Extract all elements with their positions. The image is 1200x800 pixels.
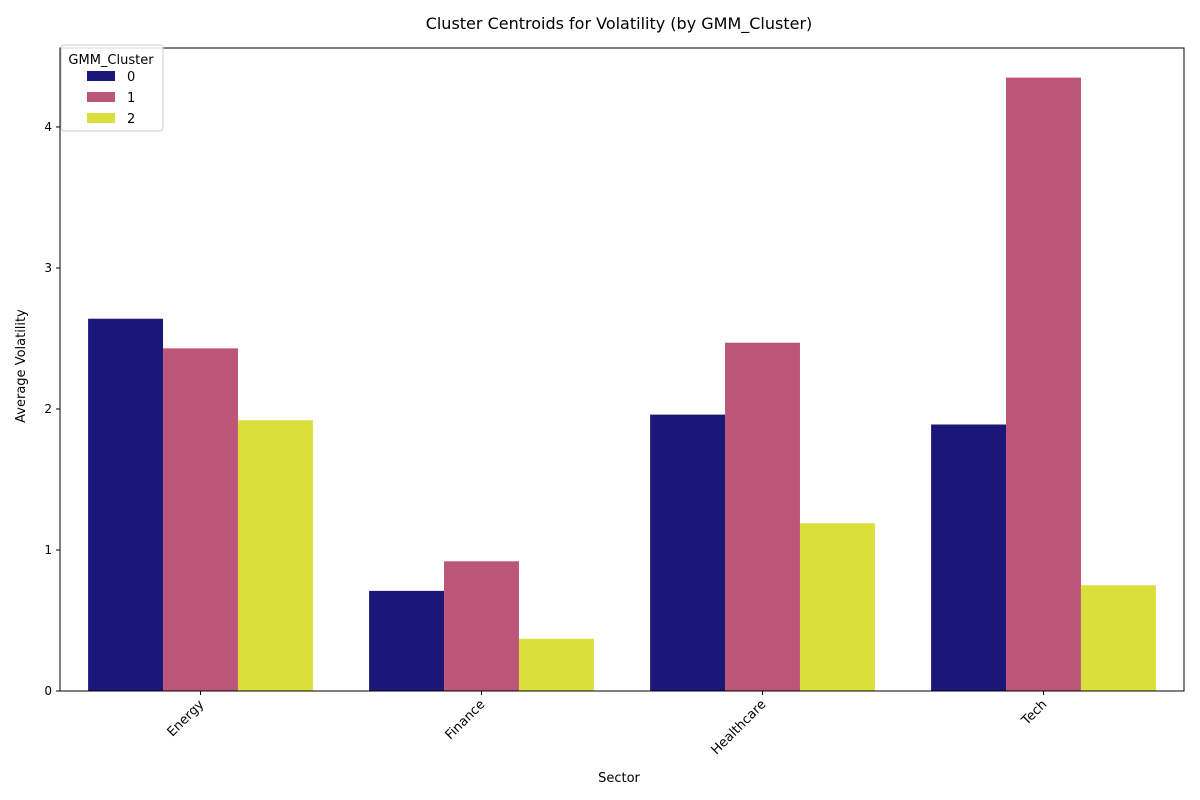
bar-cluster-2-tech xyxy=(1080,585,1156,691)
y-tick-label: 0 xyxy=(44,684,52,698)
y-axis-label: Average Volatility xyxy=(14,309,29,423)
bar-cluster-0-healthcare xyxy=(650,414,726,691)
plot-frame xyxy=(59,47,1185,692)
chart-title: Cluster Centroids for Volatility (by GMM… xyxy=(426,14,813,34)
x-tick-label: Tech xyxy=(1018,697,1050,729)
bar-cluster-2-energy xyxy=(237,420,313,691)
legend-label: 1 xyxy=(127,91,135,106)
bar-cluster-0-tech xyxy=(931,424,1007,691)
x-tick-label: Energy xyxy=(165,697,208,740)
legend-swatch xyxy=(87,113,115,123)
x-tick-label: Healthcare xyxy=(709,697,770,758)
bar-cluster-1-energy xyxy=(163,348,238,691)
legend-swatch xyxy=(87,92,115,102)
y-tick-label: 2 xyxy=(44,402,52,416)
bar-cluster-1-finance xyxy=(444,561,519,691)
bar-cluster-0-energy xyxy=(88,318,164,691)
x-tick-label: Finance xyxy=(443,697,489,743)
bar-cluster-1-healthcare xyxy=(725,342,800,691)
legend-label: 2 xyxy=(127,112,135,127)
bars-group xyxy=(88,77,1156,692)
legend-label: 0 xyxy=(127,70,135,85)
legend-swatch xyxy=(87,71,115,81)
x-axis-label: Sector xyxy=(598,771,640,786)
legend-box xyxy=(60,44,164,132)
y-tick-label: 1 xyxy=(44,543,52,557)
legend-title: GMM_Cluster xyxy=(68,53,154,68)
bar-cluster-0-finance xyxy=(369,590,445,691)
y-tick-label: 3 xyxy=(44,261,52,275)
y-tick-label: 4 xyxy=(44,120,52,134)
bar-cluster-1-tech xyxy=(1006,77,1081,692)
legend: GMM_Cluster 0 1 2 xyxy=(60,44,164,132)
bar-cluster-2-finance xyxy=(518,638,594,691)
bar-cluster-2-healthcare xyxy=(799,523,875,691)
